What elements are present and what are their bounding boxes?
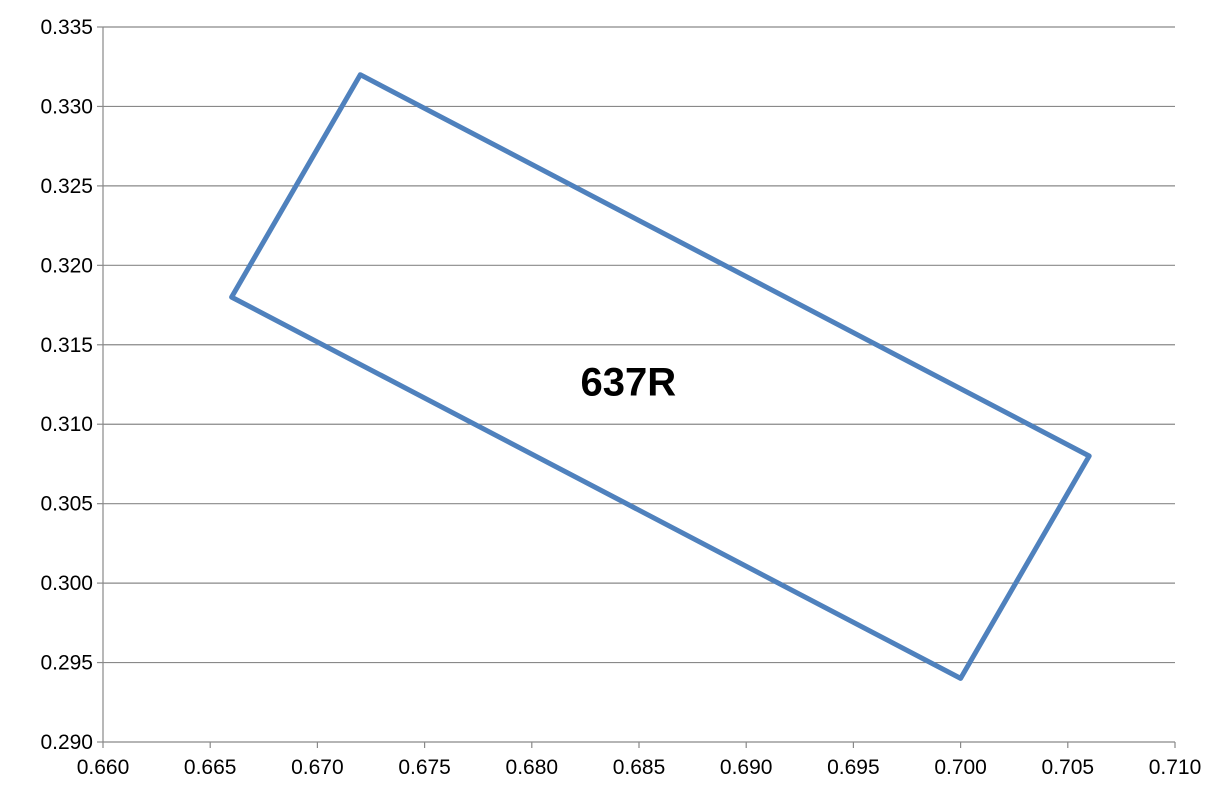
axes (97, 26, 1176, 748)
gridlines (103, 26, 1175, 664)
y-tick-label: 0.325 (40, 175, 93, 198)
y-tick-label: 0.295 (40, 652, 93, 675)
x-tick-label: 0.660 (77, 756, 130, 779)
x-tick-label: 0.680 (506, 756, 559, 779)
x-tick-label: 0.705 (1042, 756, 1095, 779)
y-tick-label: 0.305 (40, 493, 93, 516)
series-line (229, 72, 1092, 681)
y-tick-label: 0.330 (40, 95, 93, 118)
x-tick-label: 0.665 (184, 756, 237, 779)
x-tick-label: 0.710 (1149, 756, 1202, 779)
y-tick-label: 0.310 (40, 413, 93, 436)
y-tick-label: 0.320 (40, 254, 93, 277)
annotations: 637R (580, 360, 676, 404)
x-tick-label: 0.700 (934, 756, 987, 779)
x-tick-label: 0.675 (398, 756, 451, 779)
y-tick-label: 0.300 (40, 572, 93, 595)
tick-labels: 0.290 0.295 0.300 0.305 0.310 0.315 0.320 0.325… (40, 16, 1201, 779)
y-tick-label: 0.290 (40, 731, 93, 754)
series-layer (229, 72, 1092, 681)
x-tick-label: 0.695 (827, 756, 880, 779)
x-tick-label: 0.690 (720, 756, 773, 779)
y-tick-label: 0.315 (40, 334, 93, 357)
x-tick-label: 0.685 (613, 756, 666, 779)
x-tick-label: 0.670 (291, 756, 344, 779)
y-tick-label: 0.335 (40, 16, 93, 39)
annotation-label: 637R (580, 360, 676, 404)
